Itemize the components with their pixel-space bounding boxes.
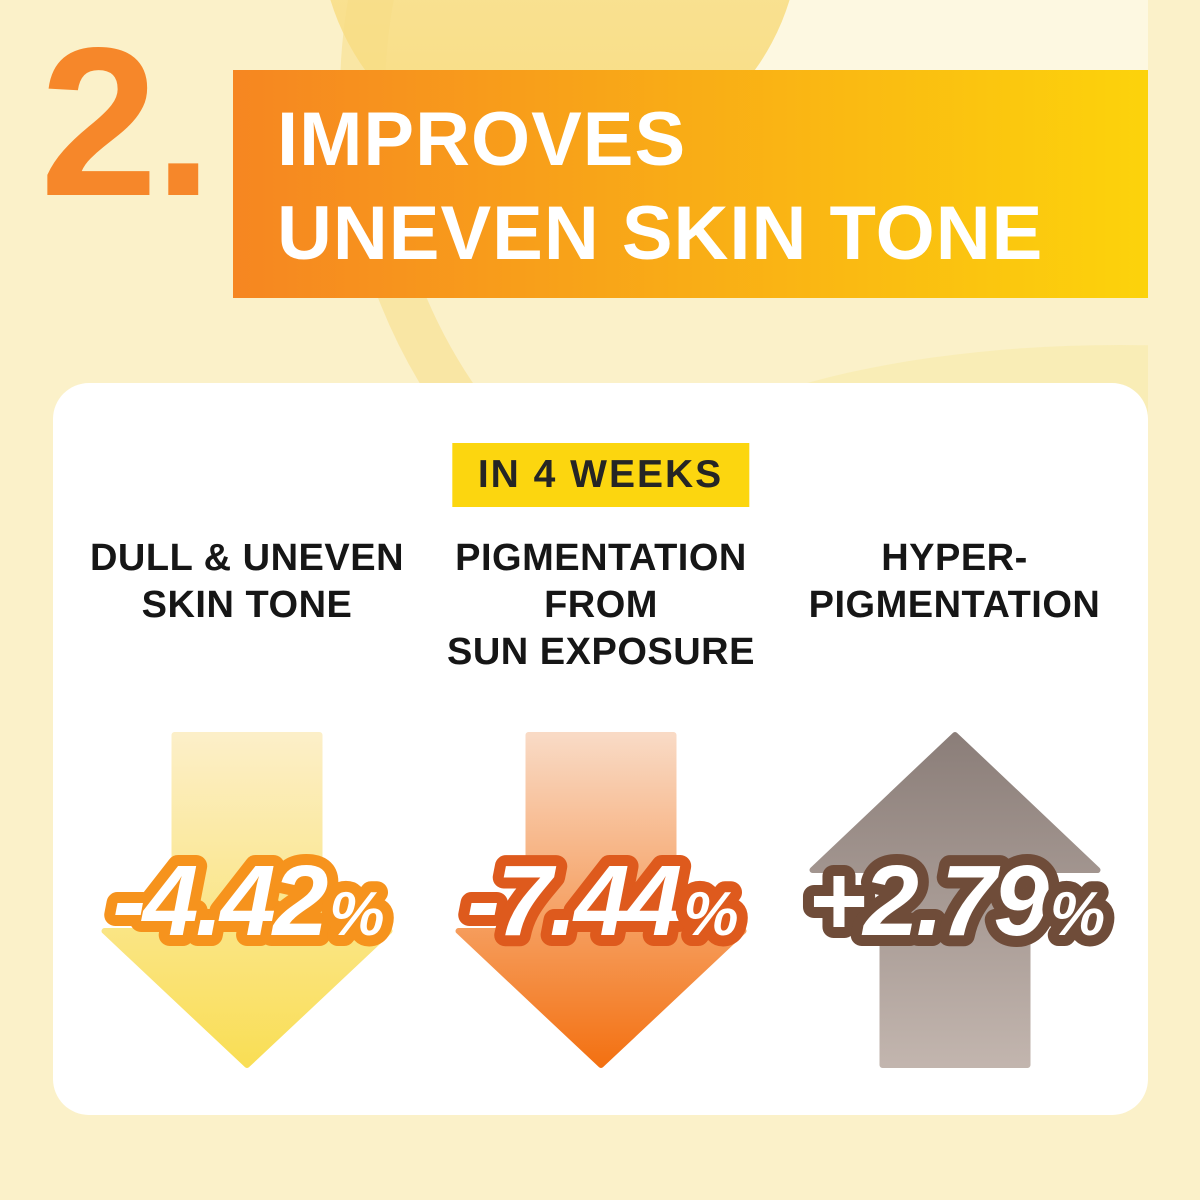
heading-line: HYPER- bbox=[881, 537, 1028, 579]
down-arrow-icon: -4.42% bbox=[101, 732, 397, 1068]
heading-line: DULL & UNEVEN bbox=[89, 537, 405, 579]
stat-heading-dull-uneven: DULL & UNEVEN SKIN TONE bbox=[53, 535, 441, 676]
stat-headings-row: DULL & UNEVEN SKIN TONE PIGMENTATION FRO… bbox=[53, 535, 1148, 676]
heading-line: PIGMENTATION bbox=[808, 584, 1101, 626]
stat-arrows-row: -4.42% -7.44% bbox=[53, 732, 1148, 1068]
stat-pigmentation: -7.44% bbox=[441, 732, 761, 1068]
stat-heading-pigmentation: PIGMENTATION FROM SUN EXPOSURE bbox=[441, 535, 761, 676]
title-line-2: UNEVEN SKIN TONE bbox=[277, 191, 1044, 276]
heading-line: PIGMENTATION bbox=[455, 537, 747, 579]
stat-heading-hyperpigmentation: HYPER- PIGMENTATION bbox=[761, 535, 1148, 676]
title-banner: IMPROVES UNEVEN SKIN TONE bbox=[233, 70, 1148, 298]
step-number: 2. bbox=[40, 3, 213, 240]
title-line-1: IMPROVES bbox=[277, 97, 687, 182]
heading-line: FROM bbox=[544, 584, 658, 626]
stat-value: -4.42% bbox=[112, 845, 383, 957]
duration-badge: IN 4 WEEKS bbox=[451, 443, 750, 507]
stat-dull-uneven: -4.42% bbox=[53, 732, 441, 1068]
heading-line: SKIN TONE bbox=[141, 584, 353, 626]
up-arrow-icon: +2.79% bbox=[796, 732, 1117, 1068]
stat-hyperpigmentation: +2.79% bbox=[761, 732, 1148, 1068]
down-arrow-icon: -7.44% bbox=[455, 732, 751, 1068]
stat-value: -7.44% bbox=[466, 845, 737, 957]
heading-line: SUN EXPOSURE bbox=[447, 631, 755, 673]
stats-card: IN 4 WEEKS DULL & UNEVEN SKIN TONE PIGME… bbox=[53, 383, 1148, 1115]
